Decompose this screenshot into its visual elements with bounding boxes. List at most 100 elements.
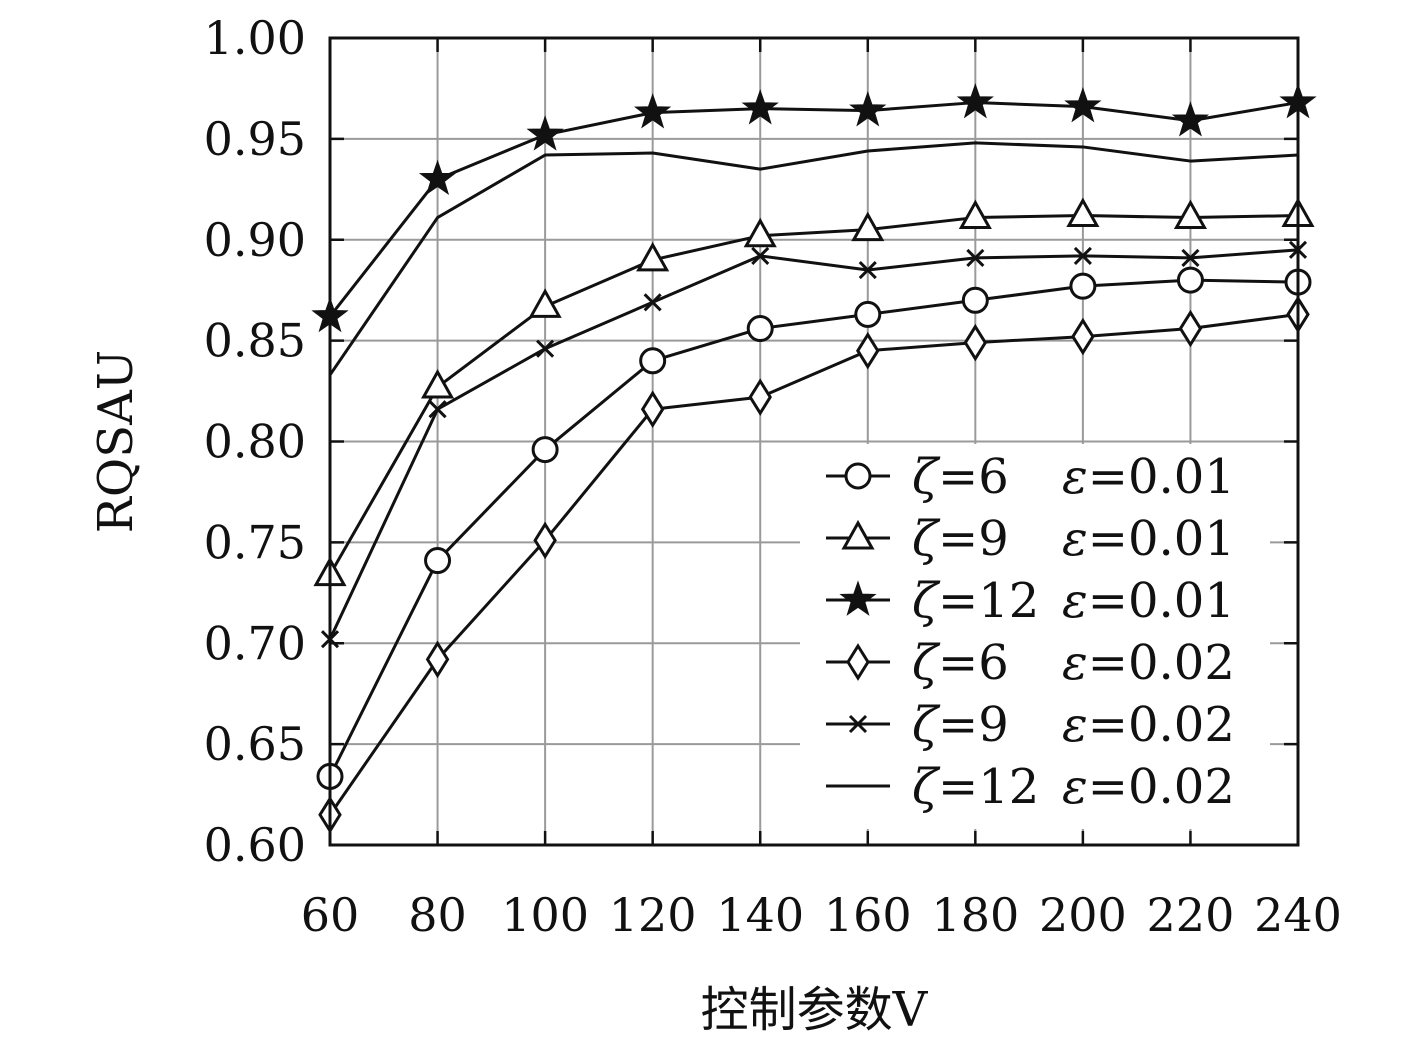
data-point-circle (1176, 266, 1204, 294)
legend-eps-value: =0.01 (1088, 449, 1235, 505)
series-line (328, 312, 1299, 816)
y-tick-label: 0.85 (204, 314, 306, 368)
legend-item: ζ=9 ε=0.02 (826, 697, 1235, 753)
data-point-star (1064, 87, 1102, 123)
series-2 (313, 197, 1315, 587)
legend-zeta-value: =12 (938, 759, 1039, 815)
series-line (328, 248, 1299, 640)
y-tick-label: 0.60 (204, 818, 306, 872)
legend-marker-star (839, 580, 877, 616)
data-point-diamond (748, 378, 772, 416)
data-point-diamond (1178, 309, 1203, 348)
data-point-x (966, 248, 985, 267)
x-axis-ticks: 60 80 100 120 140 160 180 200 220 240 (301, 38, 1342, 942)
legend-item: ζ=9 ε=0.01 (826, 511, 1235, 567)
x-tick-label: 140 (716, 888, 804, 942)
data-point-circle (531, 436, 559, 464)
data-point-x (1181, 248, 1200, 267)
x-tick-label: 200 (1039, 888, 1127, 942)
x-tick-label: 80 (408, 888, 467, 942)
y-tick-label: 0.90 (204, 213, 306, 267)
series-line (328, 141, 1299, 376)
x-axis-label: 控制参数V (701, 982, 929, 1038)
legend-item: ζ=12 ε=0.01 (826, 573, 1235, 629)
legend-eps-value: =0.02 (1088, 635, 1235, 691)
data-point-circle (961, 286, 989, 314)
y-tick-label: 0.70 (204, 616, 306, 670)
data-point-star (1171, 101, 1210, 137)
series-6 (328, 141, 1299, 376)
data-point-diamond (533, 521, 557, 560)
legend-label-zeta: ζ=12 (912, 759, 1039, 815)
legend-label-eps: ε=0.01 (1062, 511, 1235, 567)
x-tick-label: 180 (931, 888, 1019, 942)
data-point-triangle (851, 211, 885, 242)
data-point-star (418, 159, 457, 196)
series-4 (318, 295, 1310, 834)
data-point-triangle (420, 368, 455, 399)
series-3 (311, 82, 1317, 333)
data-point-triangle (958, 199, 992, 230)
legend-background (800, 444, 1270, 829)
data-point-x (751, 246, 770, 265)
series-line (328, 214, 1299, 576)
legend-marker-diamond (846, 643, 870, 681)
legend-label-eps: ε=0.02 (1062, 759, 1235, 815)
x-tick-label: 100 (501, 888, 589, 942)
data-point-circle (854, 300, 882, 328)
data-point-triangle (743, 217, 777, 248)
data-point-star (956, 82, 994, 119)
x-tick-label: 220 (1147, 888, 1235, 942)
y-tick-label: 0.95 (204, 112, 306, 166)
series-line (328, 278, 1299, 778)
legend-label-eps: ε=0.01 (1062, 449, 1235, 505)
legend-marker-triangle (841, 519, 875, 550)
legend-label-eps: ε=0.02 (1062, 697, 1235, 753)
legend-label-eps: ε=0.01 (1062, 573, 1235, 629)
y-tick-label: 0.75 (204, 515, 306, 569)
legend-marker-circle (844, 462, 872, 490)
legend-label-zeta: ζ=9 (912, 511, 1009, 567)
legend-label-zeta: ζ=12 (912, 573, 1039, 629)
data-point-star (634, 93, 672, 129)
data-point-circle (424, 547, 452, 575)
legend: ζ=6 ε=0.01ζ=9 ε=0.01ζ=12 ε=0.01ζ=6 ε=0.02ζ=9… (826, 449, 1235, 815)
data-point-diamond (856, 331, 880, 370)
data-point-circle (639, 347, 667, 375)
data-point-triangle (1066, 197, 1100, 228)
legend-box (800, 444, 1270, 829)
data-point-circle (1069, 272, 1097, 300)
series-line (328, 101, 1299, 318)
data-point-diamond (640, 390, 665, 429)
legend-eps-value: =0.01 (1088, 511, 1235, 567)
legend-item: ζ=12 ε=0.02 (826, 759, 1235, 815)
legend-label-zeta: ζ=6 (912, 635, 1009, 691)
data-point-x (643, 293, 662, 312)
data-point-star (741, 89, 779, 125)
x-tick-label: 240 (1254, 888, 1342, 942)
legend-zeta-value: =9 (938, 697, 1009, 753)
legend-label-zeta: ζ=9 (912, 697, 1009, 753)
legend-marker-x (848, 714, 868, 734)
legend-item: ζ=6 ε=0.01 (826, 449, 1235, 505)
data-point-x (536, 339, 555, 358)
x-tick-label: 60 (301, 888, 360, 942)
y-tick-label: 1.00 (204, 11, 306, 65)
data-point-star (849, 91, 887, 127)
series-1 (316, 266, 1312, 790)
data-point-triangle (636, 241, 670, 272)
y-axis-label: RQSAU (88, 350, 144, 534)
y-tick-label: 0.80 (204, 415, 306, 469)
data-point-star (526, 115, 564, 151)
data-point-triangle (1173, 199, 1208, 230)
legend-label-zeta: ζ=6 (912, 449, 1009, 505)
y-tick-label: 0.65 (204, 717, 306, 771)
data-point-x (858, 260, 877, 280)
legend-item: ζ=6 ε=0.02 (826, 635, 1235, 691)
x-tick-label: 160 (824, 888, 912, 942)
legend-eps-value: =0.01 (1088, 573, 1235, 629)
legend-zeta-value: =6 (938, 449, 1009, 505)
series-group (311, 82, 1317, 834)
data-point-x (1073, 246, 1092, 265)
